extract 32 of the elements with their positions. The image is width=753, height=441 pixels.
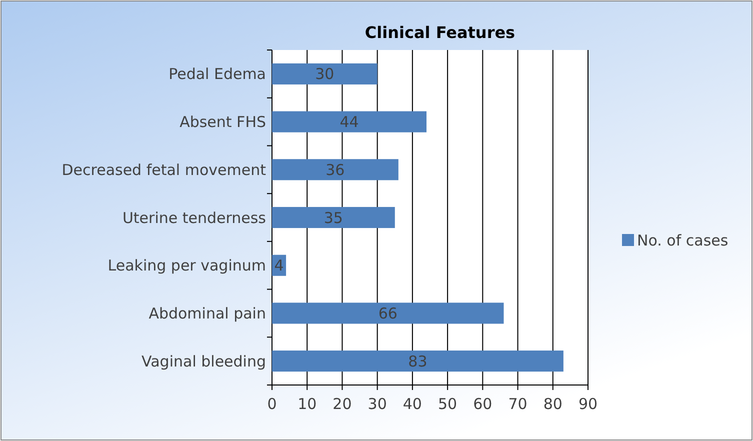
x-tick-label: 60 xyxy=(473,395,492,413)
bar xyxy=(272,159,398,180)
y-tick-label: Pedal Edema xyxy=(168,65,266,84)
y-tick-label: Abdominal pain xyxy=(148,304,266,322)
data-label: 44 xyxy=(340,113,359,132)
x-tick-label: 70 xyxy=(508,395,528,413)
data-label: 35 xyxy=(324,208,343,227)
bar xyxy=(272,111,426,132)
y-tick-label: Decreased fetal movement xyxy=(62,160,266,179)
x-tick-label: 80 xyxy=(543,395,562,413)
bar xyxy=(272,302,504,324)
data-label: 36 xyxy=(326,160,345,179)
y-tick-label: Absent FHS xyxy=(180,113,266,132)
y-tick-label: Uterine tenderness xyxy=(122,208,266,227)
x-tick-label: 90 xyxy=(578,395,598,413)
y-tick-label: Leaking per vaginum xyxy=(108,256,266,275)
x-tick-label: 0 xyxy=(267,395,277,413)
data-label: 30 xyxy=(315,65,334,84)
bar xyxy=(272,63,378,84)
x-tick-label: 10 xyxy=(298,395,317,413)
x-tick-label: 50 xyxy=(438,395,458,413)
data-label: 83 xyxy=(408,352,428,370)
bar xyxy=(272,350,564,372)
x-tick-label: 20 xyxy=(332,395,352,413)
x-tick-label: 40 xyxy=(402,395,422,413)
data-label: 4 xyxy=(274,256,284,275)
x-tick-label: 30 xyxy=(368,395,387,413)
y-tick-label: Vaginal bleeding xyxy=(142,352,266,370)
data-label: 66 xyxy=(378,304,398,322)
legend-label: No. of cases xyxy=(637,231,728,250)
bar xyxy=(272,206,395,228)
chart-title: Clinical Features xyxy=(364,23,516,42)
